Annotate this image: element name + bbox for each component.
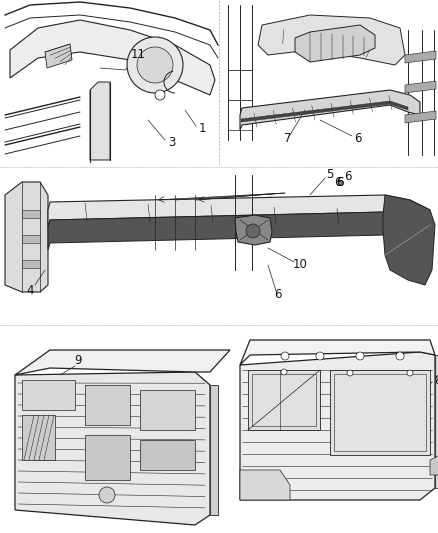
Text: 8: 8 (434, 374, 438, 386)
Circle shape (127, 37, 183, 93)
Polygon shape (248, 370, 320, 430)
Polygon shape (330, 370, 430, 455)
Polygon shape (22, 260, 40, 268)
Polygon shape (240, 90, 420, 130)
Polygon shape (90, 82, 110, 160)
Polygon shape (22, 415, 55, 460)
Polygon shape (240, 340, 435, 365)
Text: 9: 9 (74, 353, 82, 367)
Polygon shape (22, 210, 40, 218)
Text: 4: 4 (26, 284, 34, 296)
Polygon shape (10, 20, 215, 95)
Circle shape (246, 224, 260, 238)
Text: 6: 6 (354, 132, 362, 144)
Polygon shape (15, 350, 230, 375)
Polygon shape (258, 15, 405, 65)
Circle shape (281, 369, 287, 375)
Polygon shape (22, 235, 40, 243)
Text: 6: 6 (274, 288, 282, 302)
Text: 6: 6 (334, 176, 342, 190)
Polygon shape (48, 212, 430, 250)
Text: 3: 3 (168, 135, 176, 149)
Text: 6: 6 (344, 169, 352, 182)
Polygon shape (140, 440, 195, 470)
Circle shape (347, 370, 353, 376)
Polygon shape (430, 455, 438, 475)
Circle shape (356, 352, 364, 360)
Polygon shape (45, 44, 72, 68)
Text: 10: 10 (293, 259, 307, 271)
Text: 7: 7 (284, 132, 292, 144)
Polygon shape (140, 390, 195, 430)
Circle shape (281, 352, 289, 360)
Polygon shape (235, 215, 272, 245)
Polygon shape (295, 25, 375, 62)
Circle shape (137, 47, 173, 83)
Polygon shape (22, 380, 75, 410)
Circle shape (155, 90, 165, 100)
Text: 6: 6 (336, 176, 344, 190)
Text: 11: 11 (131, 47, 145, 61)
Circle shape (99, 487, 115, 503)
Polygon shape (383, 195, 435, 285)
Polygon shape (48, 195, 430, 228)
Polygon shape (405, 81, 436, 93)
Text: 5: 5 (326, 168, 334, 182)
Circle shape (316, 352, 324, 360)
Polygon shape (240, 352, 435, 500)
Circle shape (407, 370, 413, 376)
Polygon shape (405, 51, 436, 63)
Polygon shape (5, 182, 48, 292)
Polygon shape (405, 111, 436, 123)
Circle shape (396, 352, 404, 360)
Polygon shape (210, 385, 218, 515)
Polygon shape (85, 435, 130, 480)
Polygon shape (240, 470, 290, 500)
Polygon shape (85, 385, 130, 425)
Text: 6: 6 (336, 176, 344, 190)
Polygon shape (15, 372, 210, 525)
Polygon shape (435, 355, 438, 488)
Polygon shape (241, 101, 408, 122)
Text: 1: 1 (198, 122, 206, 134)
